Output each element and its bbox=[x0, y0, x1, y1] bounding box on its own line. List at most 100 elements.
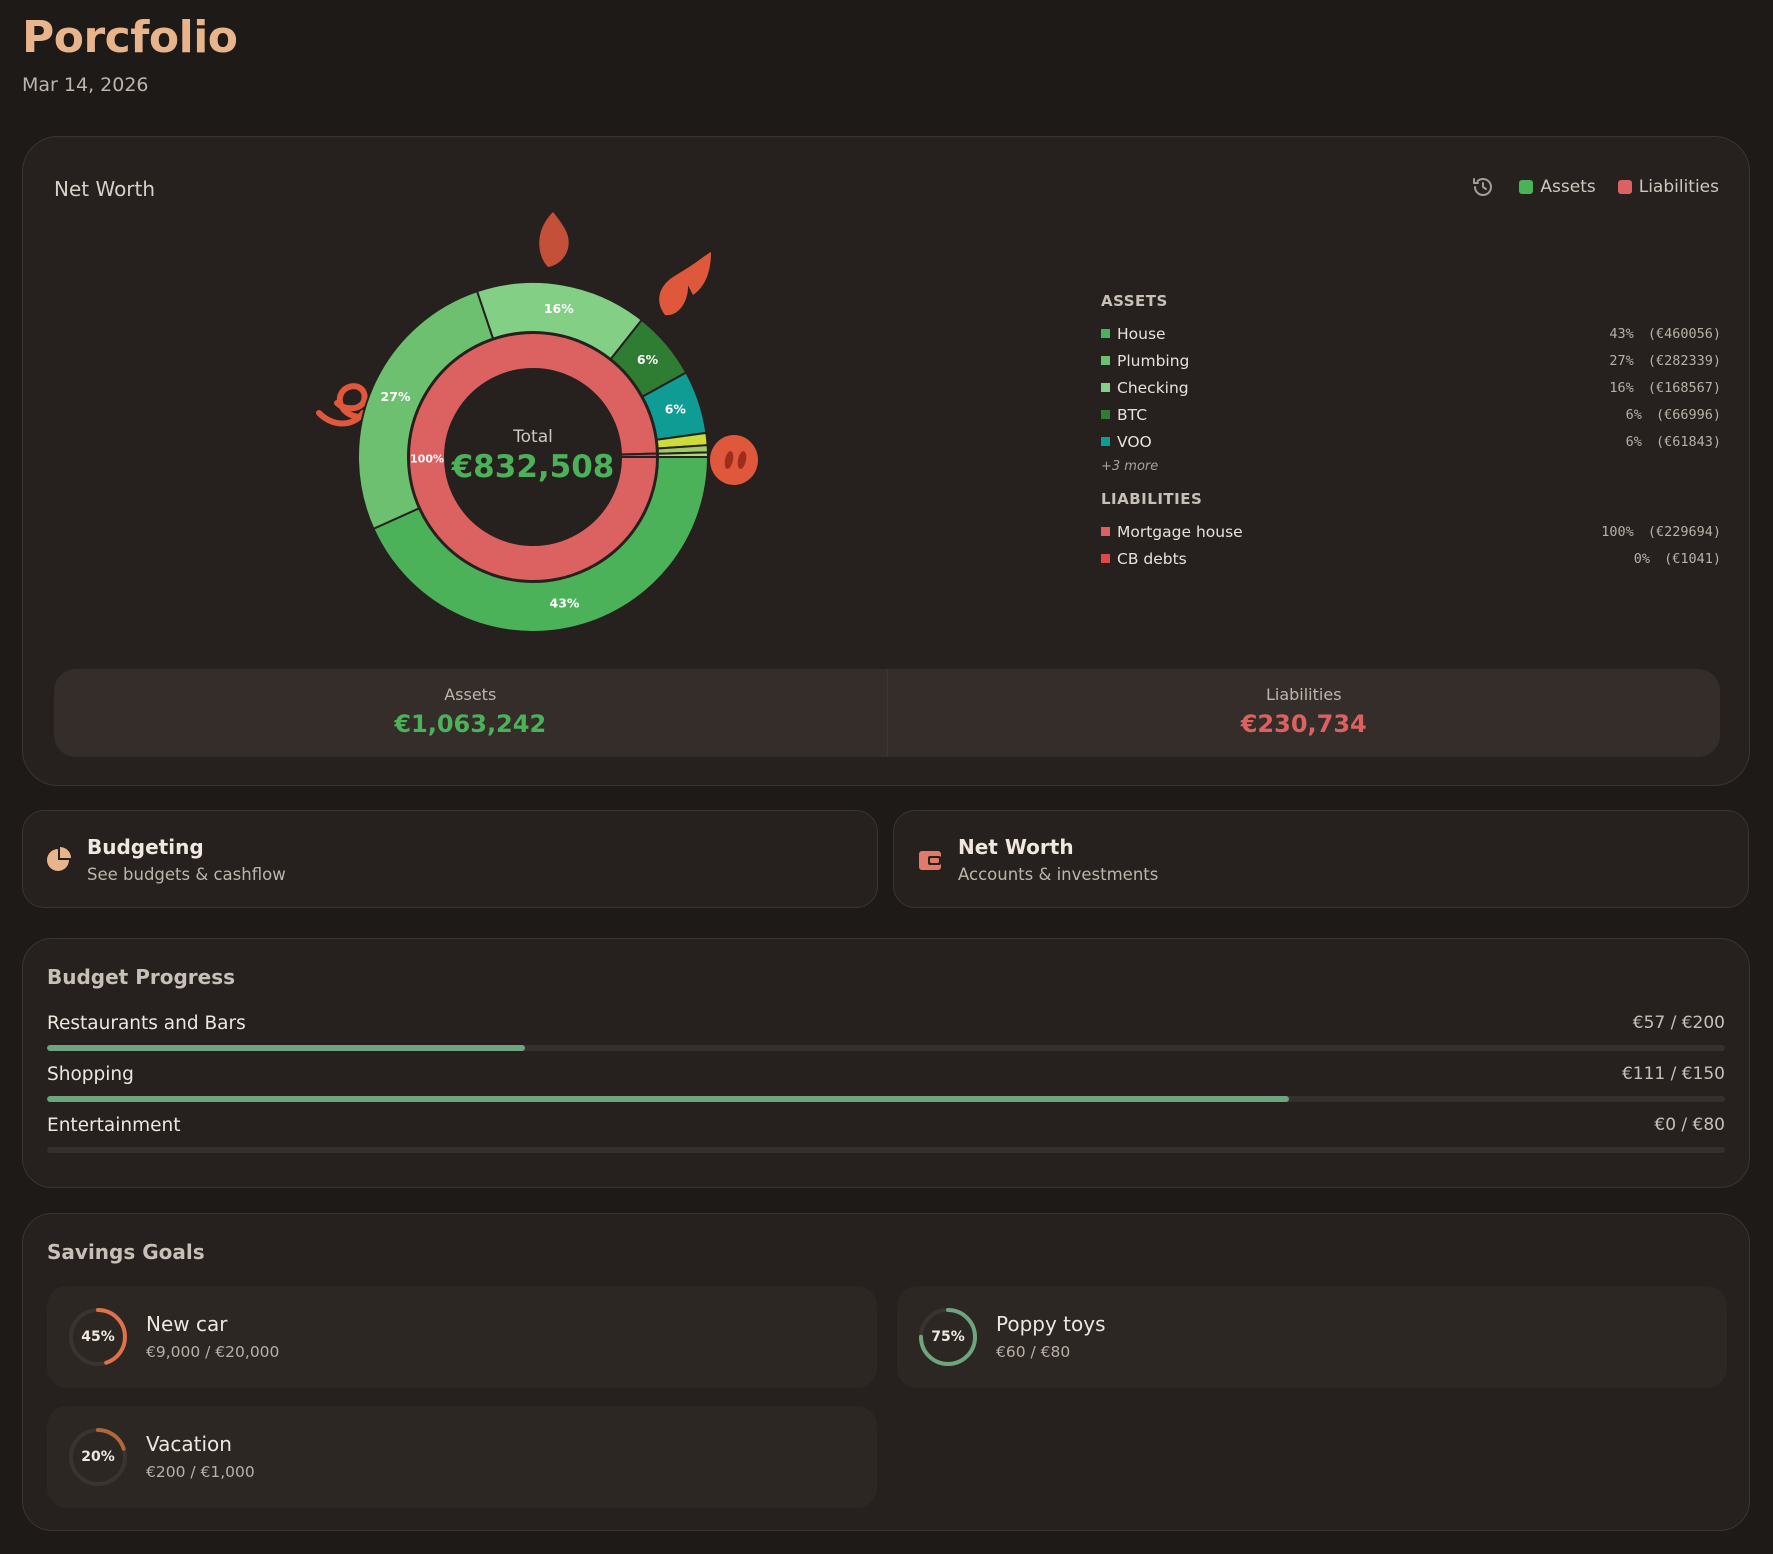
liabilities-total-label: Liabilities bbox=[1265, 685, 1342, 704]
liability-value: 0% (€1041) bbox=[1634, 551, 1721, 567]
donut-chart: 43% 27% 16% 6% 6% 100% Total €832,508 bbox=[316, 212, 758, 633]
savings-goals-card: Savings Goals 45% New car €9,000 / €20,0… bbox=[22, 1213, 1750, 1531]
savings-goal-card[interactable]: 75% Poppy toys €60 / €80 bbox=[897, 1286, 1727, 1388]
asset-row: Plumbing 27% (€282339) bbox=[1101, 347, 1721, 374]
liability-swatch bbox=[1101, 527, 1110, 536]
budget-row[interactable]: Restaurants and Bars €57 / €200 bbox=[47, 1013, 1725, 1053]
liability-name: CB debts bbox=[1117, 549, 1187, 568]
budget-row[interactable]: Shopping €111 / €150 bbox=[47, 1064, 1725, 1104]
asset-name: Plumbing bbox=[1117, 351, 1190, 370]
liabilities-list: Mortgage house 100% (€229694) CB debts 0% (… bbox=[1101, 518, 1721, 572]
liability-pct: 0% bbox=[1633, 550, 1650, 567]
goal-progress-ring bbox=[69, 1428, 127, 1486]
liability-value: 100% (€229694) bbox=[1601, 524, 1721, 540]
asset-slice-label: 43% bbox=[550, 596, 580, 611]
totals-bar: Assets €1,063,242 Liabilities €230,734 bbox=[54, 669, 1720, 757]
asset-name: BTC bbox=[1117, 405, 1148, 424]
pig-snout bbox=[710, 435, 758, 485]
asset-swatch bbox=[1101, 356, 1110, 365]
pig-ear-right-tip bbox=[681, 252, 711, 295]
pig-nostril-left bbox=[724, 451, 734, 469]
assets-swatch bbox=[1519, 180, 1534, 194]
asset-row: Checking 16% (€168567) bbox=[1101, 374, 1721, 401]
budget-category-label: Entertainment bbox=[47, 1115, 181, 1136]
legend-assets[interactable]: Assets bbox=[1519, 177, 1596, 197]
budget-category-label: Shopping bbox=[47, 1064, 134, 1085]
asset-name: House bbox=[1117, 324, 1166, 343]
liability-slice-mortgage-house[interactable] bbox=[408, 332, 659, 583]
liabilities-total-value: €230,734 bbox=[1240, 710, 1367, 738]
goal-percent: 45% bbox=[81, 1329, 115, 1345]
pie-chart-icon bbox=[47, 847, 71, 871]
budget-progress-fill bbox=[47, 1096, 1289, 1102]
liability-slice-label: 100% bbox=[410, 453, 444, 466]
asset-pct: 16% bbox=[1609, 379, 1634, 396]
goal-amount: €200 / €1,000 bbox=[146, 1463, 255, 1481]
liability-row: CB debts 0% (€1041) bbox=[1101, 545, 1721, 572]
wallet-icon bbox=[919, 851, 941, 870]
liability-amount: (€1041) bbox=[1655, 550, 1721, 567]
asset-amount: (€460056) bbox=[1639, 325, 1721, 342]
liability-slice-cb-debts[interactable] bbox=[619, 452, 659, 458]
asset-slice-label: 16% bbox=[544, 301, 574, 316]
budget-progress-card: Budget Progress Restaurants and Bars €57… bbox=[22, 938, 1750, 1188]
net-worth-link-card[interactable]: Net Worth Accounts & investments bbox=[893, 810, 1749, 908]
asset-swatch bbox=[1101, 329, 1110, 338]
budget-amount: €57 / €200 bbox=[1632, 1013, 1725, 1033]
net-worth-link-subtitle: Accounts & investments bbox=[958, 865, 1159, 884]
goal-name: New car bbox=[146, 1312, 228, 1336]
goal-amount: €60 / €80 bbox=[996, 1343, 1071, 1361]
liability-row: Mortgage house 100% (€229694) bbox=[1101, 518, 1721, 545]
app-title: Porcfolio bbox=[22, 12, 238, 63]
assets-list: House 43% (€460056) Plumbing 27% (€282339) C… bbox=[1101, 320, 1721, 455]
asset-slice-label: 6% bbox=[637, 352, 659, 367]
liability-name: Mortgage house bbox=[1117, 522, 1243, 541]
legend-liabilities[interactable]: Liabilities bbox=[1617, 177, 1719, 197]
assets-heading: ASSETS bbox=[1101, 292, 1168, 310]
budget-progress-track bbox=[47, 1045, 1725, 1051]
asset-row: House 43% (€460056) bbox=[1101, 320, 1721, 347]
legend-assets-label: Assets bbox=[1540, 177, 1596, 197]
liability-pct: 100% bbox=[1601, 523, 1634, 540]
goal-amount: €9,000 / €20,000 bbox=[146, 1343, 280, 1361]
liability-swatch bbox=[1101, 554, 1110, 563]
asset-pct: 27% bbox=[1609, 352, 1634, 369]
asset-swatch bbox=[1101, 410, 1110, 419]
liability-amount: (€229694) bbox=[1639, 523, 1721, 540]
budget-amount: €0 / €80 bbox=[1654, 1115, 1725, 1135]
net-worth-donut: 43% 27% 16% 6% 6% 100% Total €832,508 bbox=[293, 177, 873, 677]
goal-percent: 75% bbox=[931, 1329, 965, 1345]
history-icon[interactable] bbox=[1471, 175, 1495, 199]
budget-category-label: Restaurants and Bars bbox=[47, 1013, 246, 1034]
asset-amount: (€66996) bbox=[1647, 406, 1721, 423]
asset-name: Checking bbox=[1117, 378, 1189, 397]
budget-progress-track bbox=[47, 1096, 1725, 1102]
asset-value: 6% (€66996) bbox=[1626, 407, 1721, 423]
savings-goals-title: Savings Goals bbox=[47, 1240, 205, 1264]
asset-slice-other-3[interactable] bbox=[656, 451, 710, 458]
savings-goal-card[interactable]: 20% Vacation €200 / €1,000 bbox=[47, 1406, 877, 1508]
savings-goal-card[interactable]: 45% New car €9,000 / €20,000 bbox=[47, 1286, 877, 1388]
asset-pct: 6% bbox=[1625, 406, 1642, 423]
asset-slice-label: 27% bbox=[381, 389, 411, 404]
budgeting-link-card[interactable]: Budgeting See budgets & cashflow bbox=[22, 810, 878, 908]
asset-value: 16% (€168567) bbox=[1609, 380, 1721, 396]
donut-center-label: Total bbox=[512, 427, 553, 447]
liabilities-heading: LIABILITIES bbox=[1101, 490, 1203, 508]
budget-row[interactable]: Entertainment €0 / €80 bbox=[47, 1115, 1725, 1155]
goal-name: Vacation bbox=[146, 1432, 232, 1456]
asset-name: VOO bbox=[1117, 432, 1152, 451]
assets-total: Assets €1,063,242 bbox=[54, 669, 887, 757]
asset-value: 27% (€282339) bbox=[1609, 353, 1721, 369]
asset-value: 6% (€61843) bbox=[1626, 434, 1721, 450]
budget-progress-fill bbox=[47, 1045, 526, 1051]
net-worth-breakdown: ASSETS House 43% (€460056) Plumbing 27% (€2… bbox=[1101, 292, 1721, 572]
asset-pct: 43% bbox=[1609, 325, 1634, 342]
asset-row: BTC 6% (€66996) bbox=[1101, 401, 1721, 428]
asset-amount: (€168567) bbox=[1639, 379, 1721, 396]
asset-swatch bbox=[1101, 437, 1110, 446]
asset-value: 43% (€460056) bbox=[1609, 326, 1721, 342]
more-assets-link[interactable]: +3 more bbox=[1101, 459, 1159, 474]
pig-ear-right bbox=[659, 272, 688, 316]
legend-liabilities-label: Liabilities bbox=[1638, 177, 1719, 197]
